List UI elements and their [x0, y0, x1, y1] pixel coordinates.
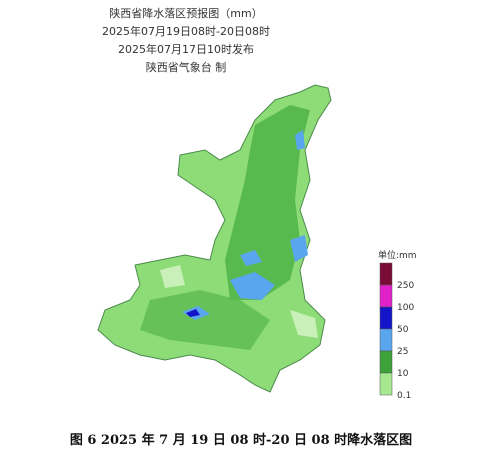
- legend-label: 0.1: [397, 391, 411, 401]
- legend-swatch: [379, 372, 393, 396]
- legend-swatch: [379, 306, 393, 330]
- legend-label: 50: [397, 325, 409, 335]
- legend-label: 250: [397, 281, 414, 291]
- legend-swatch: [379, 284, 393, 308]
- legend-unit: 单位:mm: [378, 249, 417, 261]
- province-map: [97, 84, 332, 393]
- legend-label: 10: [397, 369, 409, 379]
- legend-swatch: [379, 328, 393, 352]
- legend-label: 25: [397, 347, 408, 357]
- figure-caption: 图 6 2025 年 7 月 19 日 08 时-20 日 08 时降水落区图: [70, 432, 412, 448]
- legend-swatch: [379, 350, 393, 374]
- legend: 单位:mm 250 100 50 25 10 0.1: [378, 249, 417, 401]
- legend-label: 100: [397, 303, 414, 313]
- issue-time: 2025年07月17日10时发布: [118, 42, 254, 56]
- legend-swatch: [379, 262, 393, 286]
- forecast-period: 2025年07月19日08时-20日08时: [102, 24, 270, 38]
- producer: 陕西省气象台 制: [146, 60, 227, 74]
- map-title: 陕西省降水落区预报图（mm）: [109, 6, 262, 20]
